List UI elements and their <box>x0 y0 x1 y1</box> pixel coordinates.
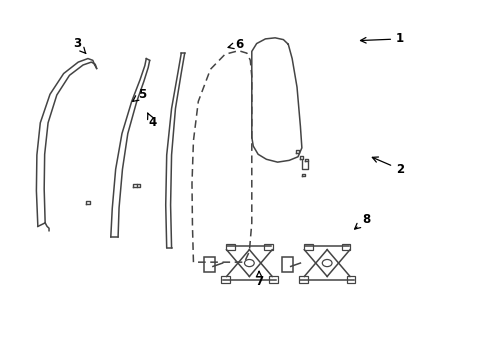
Text: 4: 4 <box>147 113 156 129</box>
Bar <box>282 257 292 271</box>
Text: 1: 1 <box>360 32 403 45</box>
Text: 8: 8 <box>354 213 369 229</box>
Bar <box>221 276 229 283</box>
Text: 2: 2 <box>371 157 403 176</box>
Text: 5: 5 <box>132 88 146 102</box>
Bar <box>298 276 307 283</box>
Bar <box>203 257 214 271</box>
Bar <box>341 244 350 250</box>
Bar <box>346 276 355 283</box>
Bar <box>264 244 272 250</box>
Bar <box>225 244 234 250</box>
Text: 7: 7 <box>255 271 263 288</box>
Bar <box>268 276 277 283</box>
Text: 6: 6 <box>227 38 243 51</box>
Text: 3: 3 <box>73 37 85 53</box>
Bar <box>303 244 312 250</box>
